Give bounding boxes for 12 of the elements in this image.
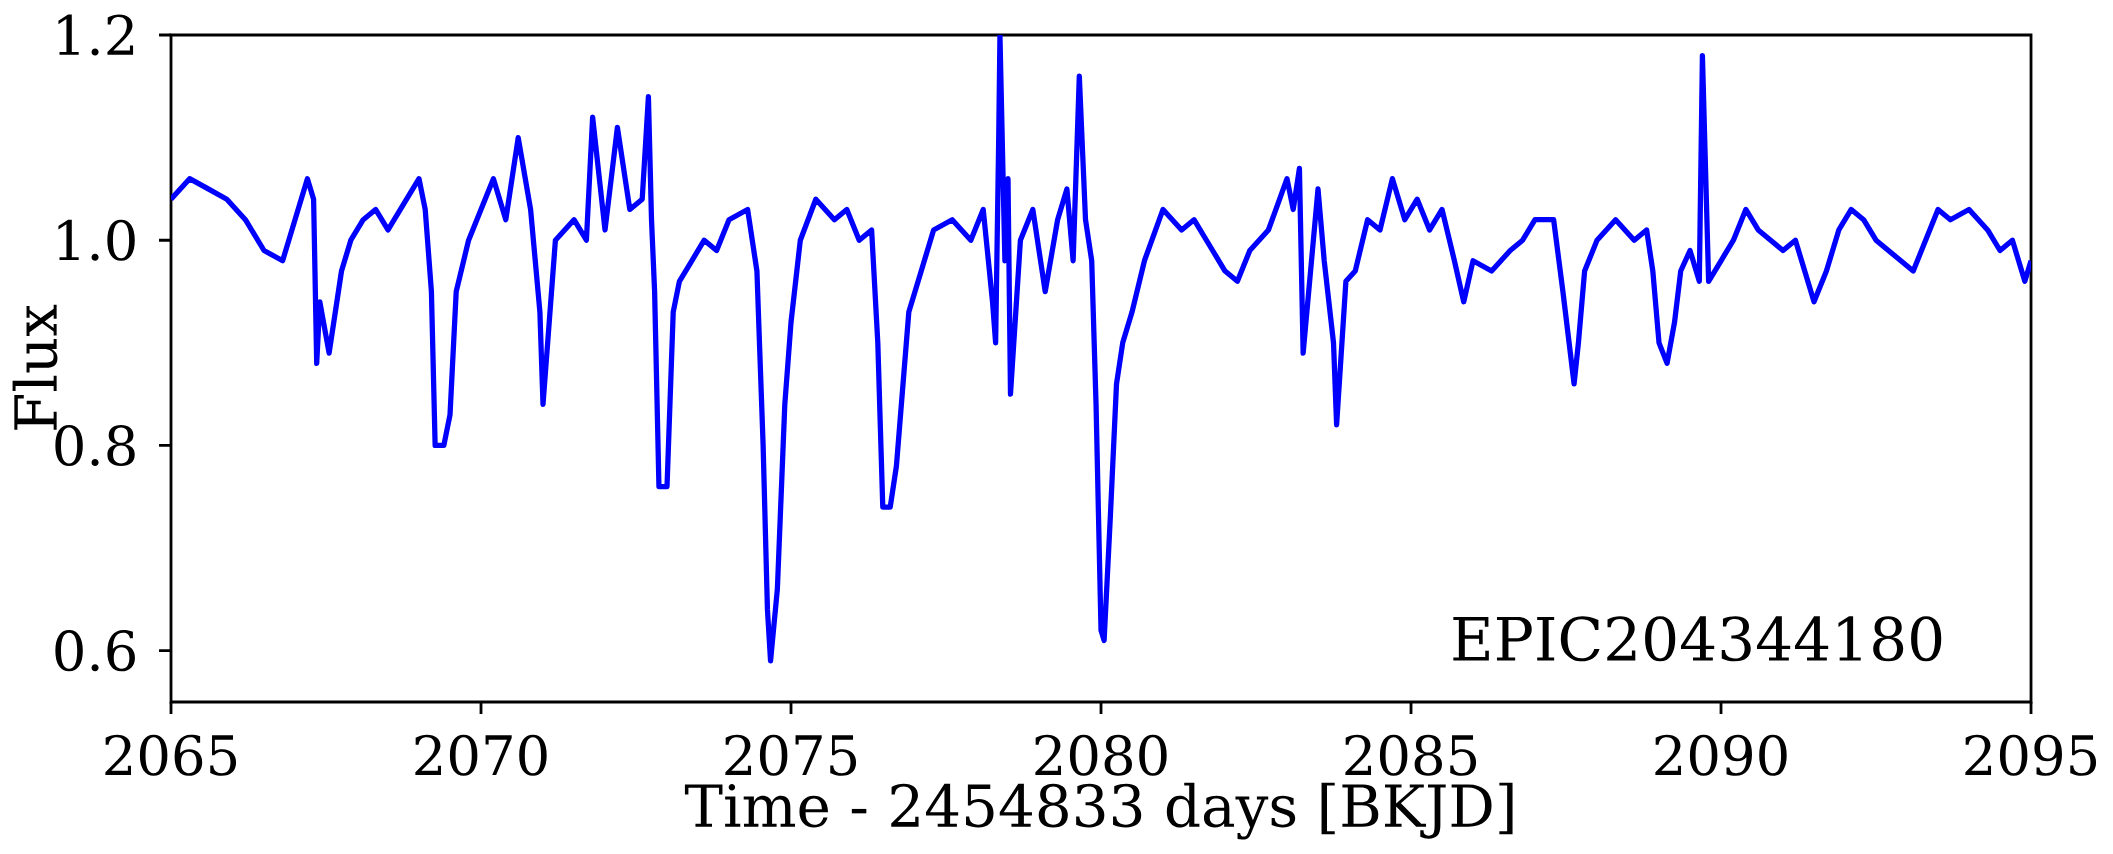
- x-tick-label: 2085: [1345, 734, 1477, 776]
- x-tick-label: 2080: [1035, 734, 1167, 776]
- x-tick-label: 2070: [415, 734, 547, 776]
- x-tick-label: 2095: [1965, 734, 2097, 776]
- y-tick-label: 0.6: [55, 630, 135, 672]
- x-axis-title: Time - 2454833 days [BKJD]: [684, 782, 1513, 840]
- y-tick-label: 1.0: [58, 219, 135, 261]
- annotation: EPIC204344180: [1453, 616, 1942, 662]
- x-tick-label: 2090: [1655, 734, 1787, 776]
- y-tick-label: 1.2: [58, 14, 134, 56]
- x-tick-label: 2065: [105, 734, 237, 776]
- x-tick-label: 2075: [725, 734, 857, 776]
